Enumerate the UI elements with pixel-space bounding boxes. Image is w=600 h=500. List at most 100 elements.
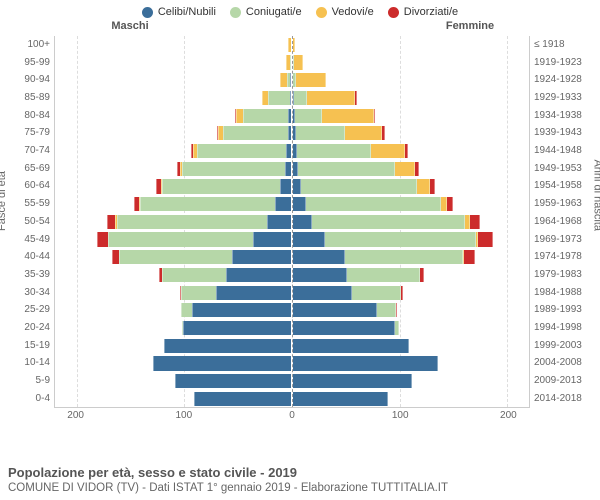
stacked-bar [182, 321, 291, 335]
male-half [54, 248, 292, 266]
bar-segment [267, 215, 291, 229]
bar-segment [293, 215, 312, 229]
age-label: 20-24 [0, 322, 50, 333]
female-half [292, 372, 530, 390]
birth-label: 1984-1988 [534, 287, 600, 298]
pyramid-row [54, 284, 530, 302]
bar-segment [345, 126, 383, 140]
male-half [54, 195, 292, 213]
pyramid-row [54, 355, 530, 373]
stacked-bar [159, 268, 292, 282]
bar-segment [285, 162, 291, 176]
pyramid-row [54, 390, 530, 408]
bar-segment [295, 109, 322, 123]
stacked-bar [112, 250, 291, 264]
bar-segment [347, 268, 420, 282]
stacked-bar [280, 73, 291, 87]
legend-label: Coniugati/e [246, 6, 302, 18]
bar-segment [183, 321, 291, 335]
bar-segment [164, 339, 291, 353]
legend-item: Vedovi/e [316, 6, 374, 18]
bar-segment [293, 392, 388, 406]
bar-segment [405, 144, 408, 158]
stacked-bar [164, 339, 291, 353]
birth-label: 1979-1983 [534, 269, 600, 280]
x-tick: 0 [289, 410, 295, 421]
bar-segment [297, 144, 370, 158]
legend-item: Celibi/Nubili [142, 6, 216, 18]
female-half [292, 302, 530, 320]
female-half [292, 71, 530, 89]
stacked-bar [293, 109, 375, 123]
female-title: Femmine [300, 20, 600, 32]
bar-segment [322, 109, 374, 123]
bar-segment [293, 179, 301, 193]
stacked-bar [288, 38, 291, 52]
bar-segment [293, 197, 306, 211]
age-label: 35-39 [0, 269, 50, 280]
male-half [54, 231, 292, 249]
female-half [292, 195, 530, 213]
male-half [54, 54, 292, 72]
bar-segment [288, 38, 291, 52]
bar-segment [296, 73, 326, 87]
bar-segment [288, 109, 291, 123]
birth-label: 1944-1948 [534, 145, 600, 156]
bar-segment [253, 232, 291, 246]
bar-segment [108, 232, 253, 246]
bar-segment [374, 109, 375, 123]
age-label: 45-49 [0, 234, 50, 245]
bar-segment [216, 286, 291, 300]
stacked-bar [156, 179, 291, 193]
bar-segment [401, 286, 403, 300]
bar-segment [293, 38, 295, 52]
stacked-bar [293, 392, 388, 406]
bar-segment [293, 250, 345, 264]
stacked-bar [180, 286, 291, 300]
stacked-bar [293, 374, 412, 388]
bar-segment [290, 55, 291, 69]
pyramid-row [54, 125, 530, 143]
bar-segment [293, 339, 409, 353]
age-label: 55-59 [0, 198, 50, 209]
age-label: 30-34 [0, 287, 50, 298]
legend-item: Coniugati/e [230, 6, 302, 18]
bar-segment [280, 179, 291, 193]
male-half [54, 284, 292, 302]
bar-segment [182, 162, 284, 176]
stacked-bar [293, 91, 357, 105]
bar-segment [226, 268, 291, 282]
pyramid-row [54, 36, 530, 54]
x-tick: 200 [500, 410, 517, 421]
stacked-bar [97, 232, 291, 246]
x-tick: 100 [392, 410, 409, 421]
bar-segment [382, 126, 384, 140]
male-half [54, 71, 292, 89]
bar-segment [447, 197, 453, 211]
birth-label: 1964-1968 [534, 216, 600, 227]
bar-segment [162, 179, 280, 193]
bar-segment [301, 179, 417, 193]
bar-segment [417, 179, 430, 193]
chart-title: Popolazione per età, sesso e stato civil… [8, 465, 592, 480]
male-half [54, 390, 292, 408]
age-label: 25-29 [0, 304, 50, 315]
bar-segment [181, 303, 192, 317]
male-half [54, 36, 292, 54]
stacked-bar [293, 250, 475, 264]
female-half [292, 213, 530, 231]
bar-segment [396, 303, 397, 317]
bar-segment [119, 250, 232, 264]
birth-label: 1919-1923 [534, 57, 600, 68]
stacked-bar [293, 126, 385, 140]
female-half [292, 337, 530, 355]
bar-segment [352, 286, 400, 300]
bar-segment [293, 356, 438, 370]
legend-label: Divorziati/e [404, 6, 458, 18]
bar-segment [293, 321, 395, 335]
population-pyramid-chart: Celibi/Nubili Coniugati/e Vedovi/e Divorzia… [0, 0, 600, 500]
stacked-bar [293, 321, 399, 335]
female-half [292, 319, 530, 337]
bar-segment [97, 232, 108, 246]
pyramid-row [54, 54, 530, 72]
